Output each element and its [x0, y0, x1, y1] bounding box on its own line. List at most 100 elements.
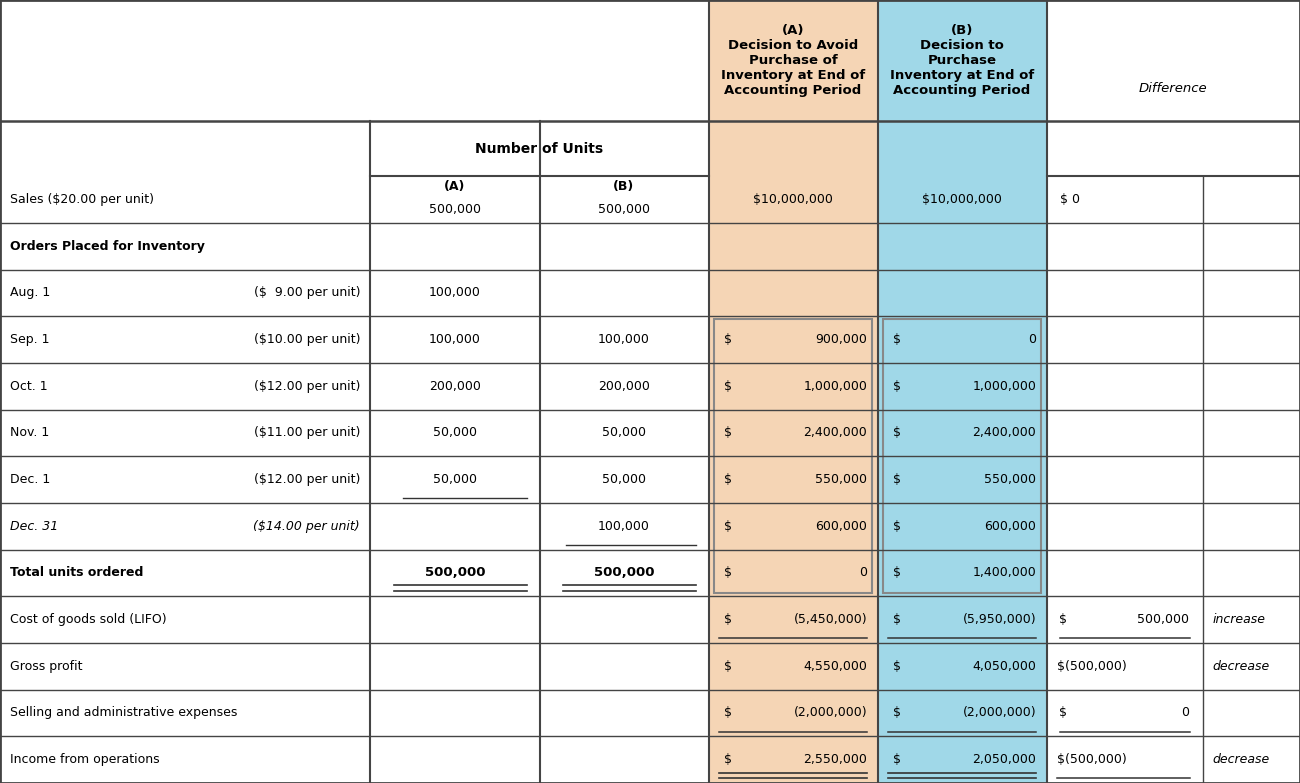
Bar: [540, 503, 709, 550]
Bar: [1046, 363, 1300, 410]
Bar: [540, 597, 709, 643]
Bar: [540, 316, 709, 363]
Text: Selling and administrative expenses: Selling and administrative expenses: [10, 706, 238, 720]
Text: Cost of goods sold (LIFO): Cost of goods sold (LIFO): [10, 613, 166, 626]
Bar: [0, 736, 370, 783]
Bar: [370, 269, 540, 316]
Text: 0: 0: [859, 566, 867, 579]
Bar: [370, 643, 540, 690]
Bar: [540, 456, 709, 503]
Bar: [370, 410, 540, 456]
Bar: [878, 550, 1046, 597]
Text: $ 0: $ 0: [1060, 193, 1079, 206]
Bar: [878, 176, 1046, 223]
Text: 600,000: 600,000: [984, 520, 1036, 532]
Text: 2,400,000: 2,400,000: [972, 427, 1036, 439]
Bar: [714, 319, 872, 594]
Bar: [1046, 121, 1300, 176]
Bar: [1046, 316, 1300, 363]
Text: 550,000: 550,000: [984, 473, 1036, 486]
Text: $: $: [724, 706, 736, 720]
Text: $10,000,000: $10,000,000: [753, 193, 833, 206]
Bar: [708, 597, 878, 643]
Bar: [0, 0, 708, 121]
Text: 600,000: 600,000: [815, 520, 867, 532]
Text: (5,950,000): (5,950,000): [962, 613, 1036, 626]
Text: $: $: [893, 333, 901, 346]
Bar: [540, 736, 709, 783]
Bar: [370, 223, 540, 269]
Text: 2,400,000: 2,400,000: [803, 427, 867, 439]
Text: ($12.00 per unit): ($12.00 per unit): [254, 380, 360, 393]
Bar: [540, 550, 709, 597]
Bar: [708, 176, 878, 223]
Bar: [1046, 269, 1300, 316]
Bar: [540, 410, 709, 456]
Bar: [0, 269, 370, 316]
Bar: [1046, 223, 1300, 269]
Bar: [1046, 456, 1300, 503]
Text: Sales ($20.00 per unit): Sales ($20.00 per unit): [10, 193, 155, 206]
Text: 100,000: 100,000: [429, 333, 481, 346]
Text: 500,000: 500,000: [594, 566, 654, 579]
Text: $: $: [893, 613, 905, 626]
Text: Dec. 1: Dec. 1: [10, 473, 51, 486]
Bar: [370, 690, 540, 736]
Text: 500,000: 500,000: [429, 204, 481, 216]
Text: Aug. 1: Aug. 1: [10, 287, 51, 299]
Bar: [370, 597, 540, 643]
Bar: [370, 736, 540, 783]
Bar: [1046, 0, 1300, 121]
Text: 100,000: 100,000: [598, 333, 650, 346]
Text: Difference: Difference: [1139, 81, 1208, 95]
Bar: [878, 316, 1046, 363]
Text: 50,000: 50,000: [433, 427, 477, 439]
Bar: [878, 736, 1046, 783]
Text: Oct. 1: Oct. 1: [10, 380, 48, 393]
Text: 4,050,000: 4,050,000: [972, 660, 1036, 673]
Bar: [370, 316, 540, 363]
Bar: [708, 223, 878, 269]
Bar: [878, 223, 1046, 269]
Text: $(500,000): $(500,000): [1057, 753, 1127, 766]
Bar: [878, 121, 1046, 176]
Text: 2,550,000: 2,550,000: [803, 753, 867, 766]
Bar: [0, 643, 370, 690]
Bar: [878, 269, 1046, 316]
Bar: [0, 176, 370, 223]
Text: 0: 0: [1182, 706, 1190, 720]
Text: 550,000: 550,000: [815, 473, 867, 486]
Text: $: $: [893, 473, 901, 486]
Text: ($  9.00 per unit): ($ 9.00 per unit): [254, 287, 360, 299]
Text: 0: 0: [1028, 333, 1036, 346]
Text: 50,000: 50,000: [433, 473, 477, 486]
Text: Gross profit: Gross profit: [10, 660, 83, 673]
Text: $: $: [724, 473, 732, 486]
Text: Income from operations: Income from operations: [10, 753, 160, 766]
Bar: [540, 223, 709, 269]
Bar: [1046, 410, 1300, 456]
Bar: [708, 363, 878, 410]
Text: $: $: [724, 660, 732, 673]
Text: $: $: [724, 613, 736, 626]
Text: (2,000,000): (2,000,000): [793, 706, 867, 720]
Bar: [708, 121, 878, 176]
Text: ($11.00 per unit): ($11.00 per unit): [254, 427, 360, 439]
Bar: [708, 503, 878, 550]
Bar: [0, 456, 370, 503]
Text: $: $: [893, 520, 901, 532]
Bar: [1046, 550, 1300, 597]
Text: 500,000: 500,000: [598, 204, 650, 216]
Text: $: $: [893, 706, 905, 720]
Bar: [540, 690, 709, 736]
Bar: [878, 690, 1046, 736]
Text: Number of Units: Number of Units: [476, 142, 603, 156]
Text: $(500,000): $(500,000): [1057, 660, 1127, 673]
Bar: [708, 0, 878, 121]
Bar: [370, 363, 540, 410]
Bar: [878, 503, 1046, 550]
Bar: [1046, 690, 1300, 736]
Text: 100,000: 100,000: [429, 287, 481, 299]
Text: 200,000: 200,000: [429, 380, 481, 393]
Bar: [708, 550, 878, 597]
